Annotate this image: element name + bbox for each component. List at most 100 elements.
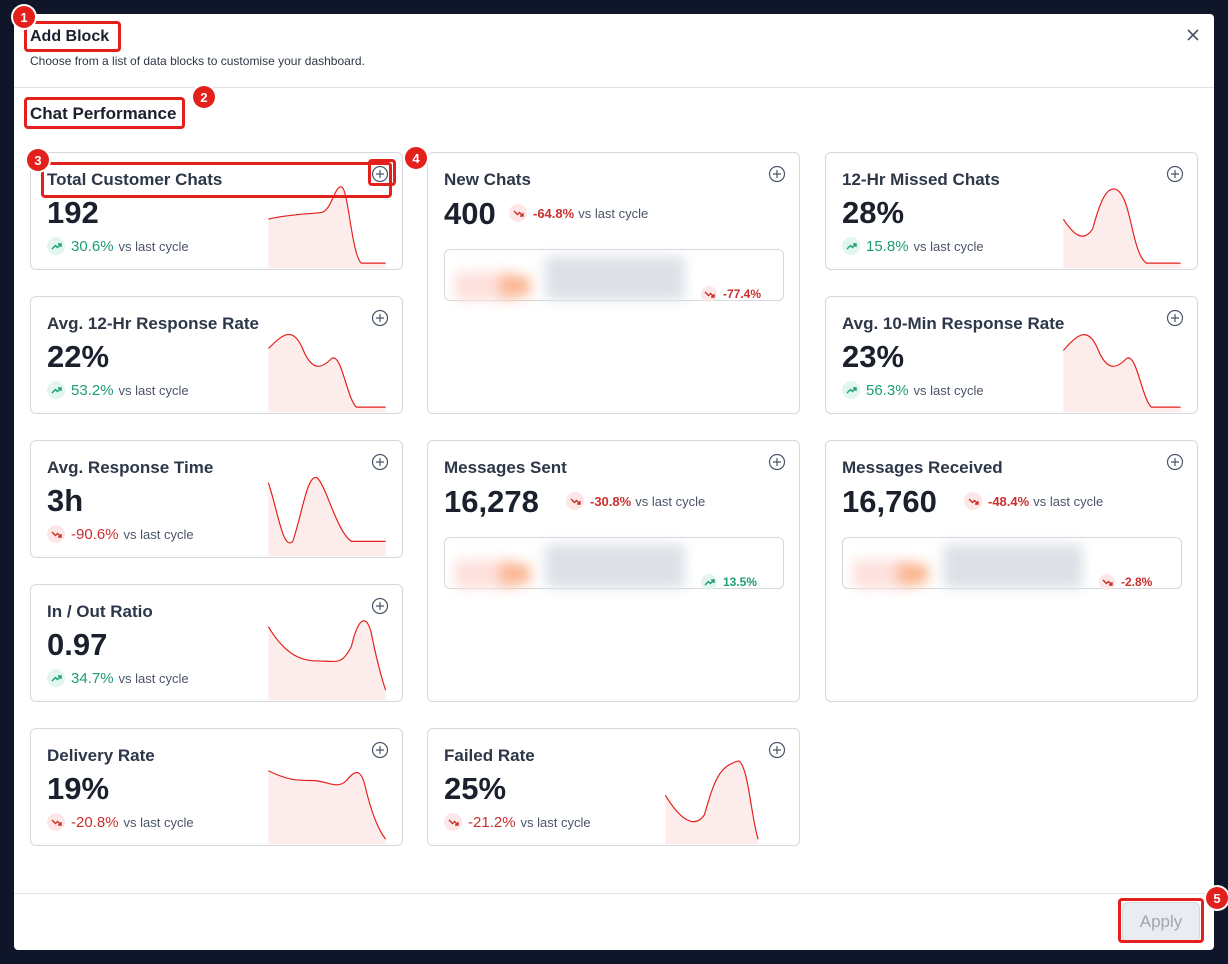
change: -48.4% — [988, 493, 1030, 509]
trend-arrow — [1102, 579, 1113, 586]
arrow-path — [448, 819, 459, 826]
sparkline-area — [1063, 188, 1181, 269]
add-block-button[interactable] — [371, 597, 389, 615]
trend-arrow — [704, 578, 715, 585]
metric-card: Failed Rate 25% -21.2% vs last cycle — [427, 728, 800, 846]
add-block-modal: Add Block Choose from a list of data blo… — [14, 14, 1214, 950]
sparkline — [267, 333, 386, 413]
annotation-badge: 3 — [27, 149, 49, 171]
arrow-path — [1102, 579, 1113, 586]
add-block-button[interactable] — [768, 453, 786, 471]
annotation-box — [41, 162, 392, 198]
trend-arrow — [51, 531, 62, 538]
card-value: 16,760 — [842, 484, 937, 519]
trend-arrow — [51, 386, 62, 393]
plus-circle — [371, 741, 389, 759]
plus-circle — [768, 741, 786, 759]
add-block-button[interactable] — [371, 741, 389, 759]
arrow-path — [704, 578, 715, 585]
change: -21.2% — [468, 813, 516, 831]
change: -30.8% — [590, 493, 632, 509]
close-button[interactable] — [1186, 28, 1200, 42]
arrow-path — [51, 242, 62, 249]
change: 53.2% — [71, 381, 114, 399]
add-block-button[interactable] — [768, 741, 786, 759]
preview-box: 13.5% — [444, 537, 784, 590]
plus-sign — [773, 458, 781, 466]
sparkline-area — [268, 620, 386, 701]
trend-icon — [47, 669, 65, 687]
plus-sign — [773, 746, 781, 754]
trend-arrow — [846, 386, 857, 393]
sparkline — [268, 770, 387, 845]
change: -90.6% — [71, 525, 119, 543]
plus-sign — [376, 746, 384, 754]
card-title: Avg. 12-Hr Response Rate — [47, 314, 259, 333]
preview-trend: -77.4% — [701, 286, 761, 302]
add-block-button[interactable] — [768, 165, 786, 183]
preview-blur — [898, 564, 928, 584]
add-block-button[interactable] — [1166, 165, 1184, 183]
footer-divider — [14, 893, 1214, 894]
metric-card: In / Out Ratio 0.97 34.7% vs last cycle — [30, 584, 403, 702]
add-block-button[interactable] — [1166, 453, 1184, 471]
arrow-path — [846, 242, 857, 249]
sparkline-line — [1062, 334, 1181, 408]
add-block-button[interactable] — [1166, 309, 1184, 327]
metric-card: Avg. 10-Min Response Rate 23% 56.3% vs last… — [825, 296, 1198, 414]
trend: 30.6% vs last cycle — [47, 237, 189, 255]
arrow-path — [570, 498, 581, 505]
trend: -64.8% vs last cycle — [509, 204, 648, 222]
trend-arrow — [704, 291, 715, 298]
comparison: vs last cycle — [578, 205, 649, 221]
apply-button[interactable]: Apply — [1122, 902, 1200, 942]
card-title: Total Customer Chats — [47, 170, 223, 189]
annotation-badge: 4 — [405, 147, 427, 169]
trend: 53.2% vs last cycle — [47, 381, 189, 399]
comparison: vs last cycle — [123, 814, 194, 830]
arrow-path — [704, 291, 715, 298]
plus-sign — [773, 170, 781, 178]
plus-sign — [1171, 170, 1179, 178]
preview-box: -2.8% — [842, 537, 1182, 590]
trend: -90.6% vs last cycle — [47, 525, 194, 543]
comparison: vs last cycle — [635, 493, 706, 509]
metric-card: Delivery Rate 19% -20.8% vs last cycle — [30, 728, 403, 846]
card-value: 25% — [444, 771, 507, 806]
card-title: Messages Received — [842, 458, 1003, 477]
change: 15.8% — [866, 237, 909, 255]
trend-icon — [842, 237, 860, 255]
card-value: 192 — [47, 195, 99, 230]
sparkline-area — [665, 760, 759, 845]
add-block-button[interactable] — [371, 453, 389, 471]
arrow-path — [846, 386, 857, 393]
trend-arrow — [51, 819, 62, 826]
arrow-path — [513, 210, 524, 217]
trend-icon — [964, 492, 982, 510]
arrow-path — [51, 386, 62, 393]
add-block-button[interactable] — [371, 165, 389, 183]
trend: 56.3% vs last cycle — [842, 381, 984, 399]
card-value: 0.97 — [47, 627, 108, 662]
preview-trend: 13.5% — [701, 574, 757, 590]
arrow-path — [51, 819, 62, 826]
preview-blur — [545, 544, 685, 588]
add-block-button[interactable] — [371, 309, 389, 327]
metric-card: New Chats 400 -64.8% vs last cycle -77.4% — [427, 152, 800, 414]
preview-change: -77.4% — [723, 287, 762, 301]
metric-card: Total Customer Chats 192 30.6% vs last cycl… — [30, 152, 403, 270]
sparkline-area — [268, 334, 386, 413]
metric-card: Avg. 12-Hr Response Rate 22% 53.2% vs last … — [30, 296, 403, 414]
comparison: vs last cycle — [118, 238, 189, 254]
plus-sign — [1171, 314, 1179, 322]
change: 56.3% — [866, 381, 909, 399]
annotation-badge: 5 — [1206, 887, 1228, 909]
sparkline — [268, 186, 386, 269]
comparison: vs last cycle — [118, 382, 189, 398]
modal-subtitle: Choose from a list of data blocks to cus… — [30, 54, 365, 68]
annotation-box — [24, 21, 121, 52]
preview-blur — [500, 276, 530, 296]
trend-icon — [701, 574, 717, 590]
trend-icon — [47, 813, 65, 831]
